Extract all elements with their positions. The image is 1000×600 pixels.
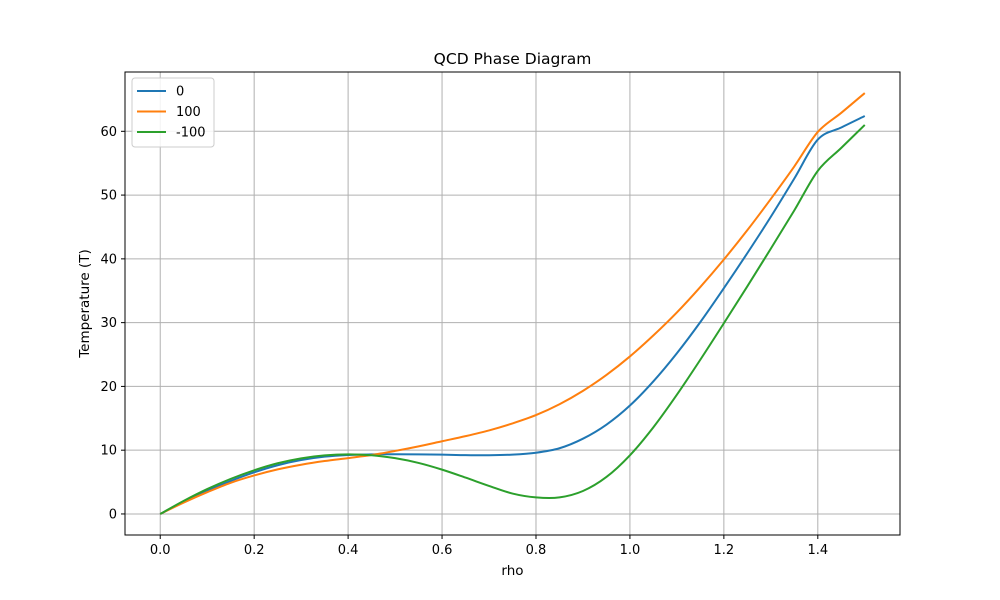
x-tick-label: 0.0 — [150, 543, 171, 558]
legend-label: 100 — [176, 105, 201, 120]
y-tick-label: 30 — [100, 316, 117, 331]
x-tick-label: 0.6 — [432, 543, 453, 558]
y-tick-label: 0 — [109, 507, 117, 522]
legend-label: 0 — [176, 85, 184, 100]
x-tick-label: 0.4 — [338, 543, 359, 558]
x-tick-label: 1.4 — [807, 543, 828, 558]
y-tick-label: 50 — [100, 189, 117, 204]
x-tick-label: 0.2 — [244, 543, 265, 558]
y-tick-label: 20 — [100, 380, 117, 395]
legend-box — [131, 77, 215, 148]
series-line-2 — [159, 124, 866, 515]
series-line-0 — [159, 115, 866, 515]
x-tick-label: 0.8 — [526, 543, 547, 558]
grid — [125, 72, 900, 535]
y-tick-label: 60 — [100, 125, 117, 140]
y-axis-ticks: 0 10 20 30 40 50 60 — [100, 125, 125, 522]
y-tick-label: 10 — [100, 444, 117, 459]
legend: 0 100 -100 — [131, 77, 215, 148]
legend-label: -100 — [176, 126, 206, 141]
x-axis-label: rho — [501, 563, 523, 579]
chart-title: QCD Phase Diagram — [434, 50, 592, 68]
x-axis-ticks: 0.0 0.2 0.4 0.6 0.8 1.0 1.2 1.4 — [150, 535, 828, 558]
y-tick-label: 40 — [100, 252, 117, 267]
plot-frame — [124, 71, 901, 536]
x-tick-label: 1.0 — [620, 543, 641, 558]
x-tick-label: 1.2 — [714, 543, 735, 558]
series-lines — [159, 92, 866, 515]
y-axis-label: Temperature (T) — [77, 249, 93, 359]
series-line-1 — [159, 92, 866, 515]
